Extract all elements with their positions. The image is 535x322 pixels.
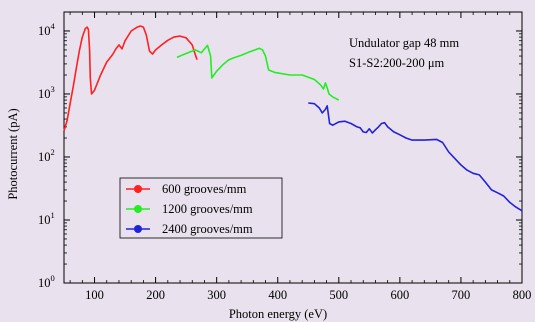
legend-label-600: 600 grooves/mm — [162, 182, 247, 196]
axes: 100 200 300 400 500 600 700 800 100 101 102 103 104 — [38, 11, 532, 302]
series-2400-grooves-line — [308, 102, 523, 212]
y-tick-label: 103 — [38, 84, 55, 101]
legend-label-1200: 1200 grooves/mm — [162, 202, 253, 216]
series-600-grooves-line — [63, 25, 198, 132]
x-tick-label: 400 — [268, 288, 287, 302]
y-tick-label: 104 — [38, 21, 56, 38]
x-tick-label: 700 — [452, 288, 471, 302]
x-tick-label: 800 — [513, 288, 532, 302]
legend-entry-1200: 1200 grooves/mm — [126, 202, 253, 216]
legend: 600 grooves/mm 1200 grooves/mm 2400 groo… — [119, 177, 283, 239]
annotation-slits: S1-S2:200-200 μm — [349, 56, 445, 70]
x-tick-label: 500 — [329, 288, 348, 302]
plot-frame — [63, 11, 523, 284]
y-tick-label: 102 — [38, 147, 55, 164]
series-1200-grooves-line — [176, 44, 340, 101]
data-series — [63, 25, 523, 212]
legend-label-2400: 2400 grooves/mm — [162, 222, 253, 236]
legend-entry-600: 600 grooves/mm — [126, 182, 247, 196]
y-tick-label: 101 — [38, 210, 55, 227]
y-tick-label: 100 — [38, 273, 55, 290]
x-tick-label: 200 — [146, 288, 165, 302]
x-tick-label: 300 — [207, 288, 226, 302]
y-axis-label: Photocurrent (pA) — [6, 108, 20, 199]
legend-marker-600 — [134, 185, 142, 193]
x-axis-label: Photon energy (eV) — [229, 307, 327, 321]
annotation-block: Undulator gap 48 mm S1-S2:200-200 μm — [349, 36, 459, 70]
legend-marker-1200 — [134, 205, 142, 213]
annotation-undulator-gap: Undulator gap 48 mm — [349, 36, 459, 50]
legend-box — [119, 177, 283, 239]
legend-marker-2400 — [134, 225, 142, 233]
x-tick-label: 600 — [390, 288, 409, 302]
x-tick-label: 100 — [85, 288, 104, 302]
legend-entry-2400: 2400 grooves/mm — [126, 222, 253, 236]
